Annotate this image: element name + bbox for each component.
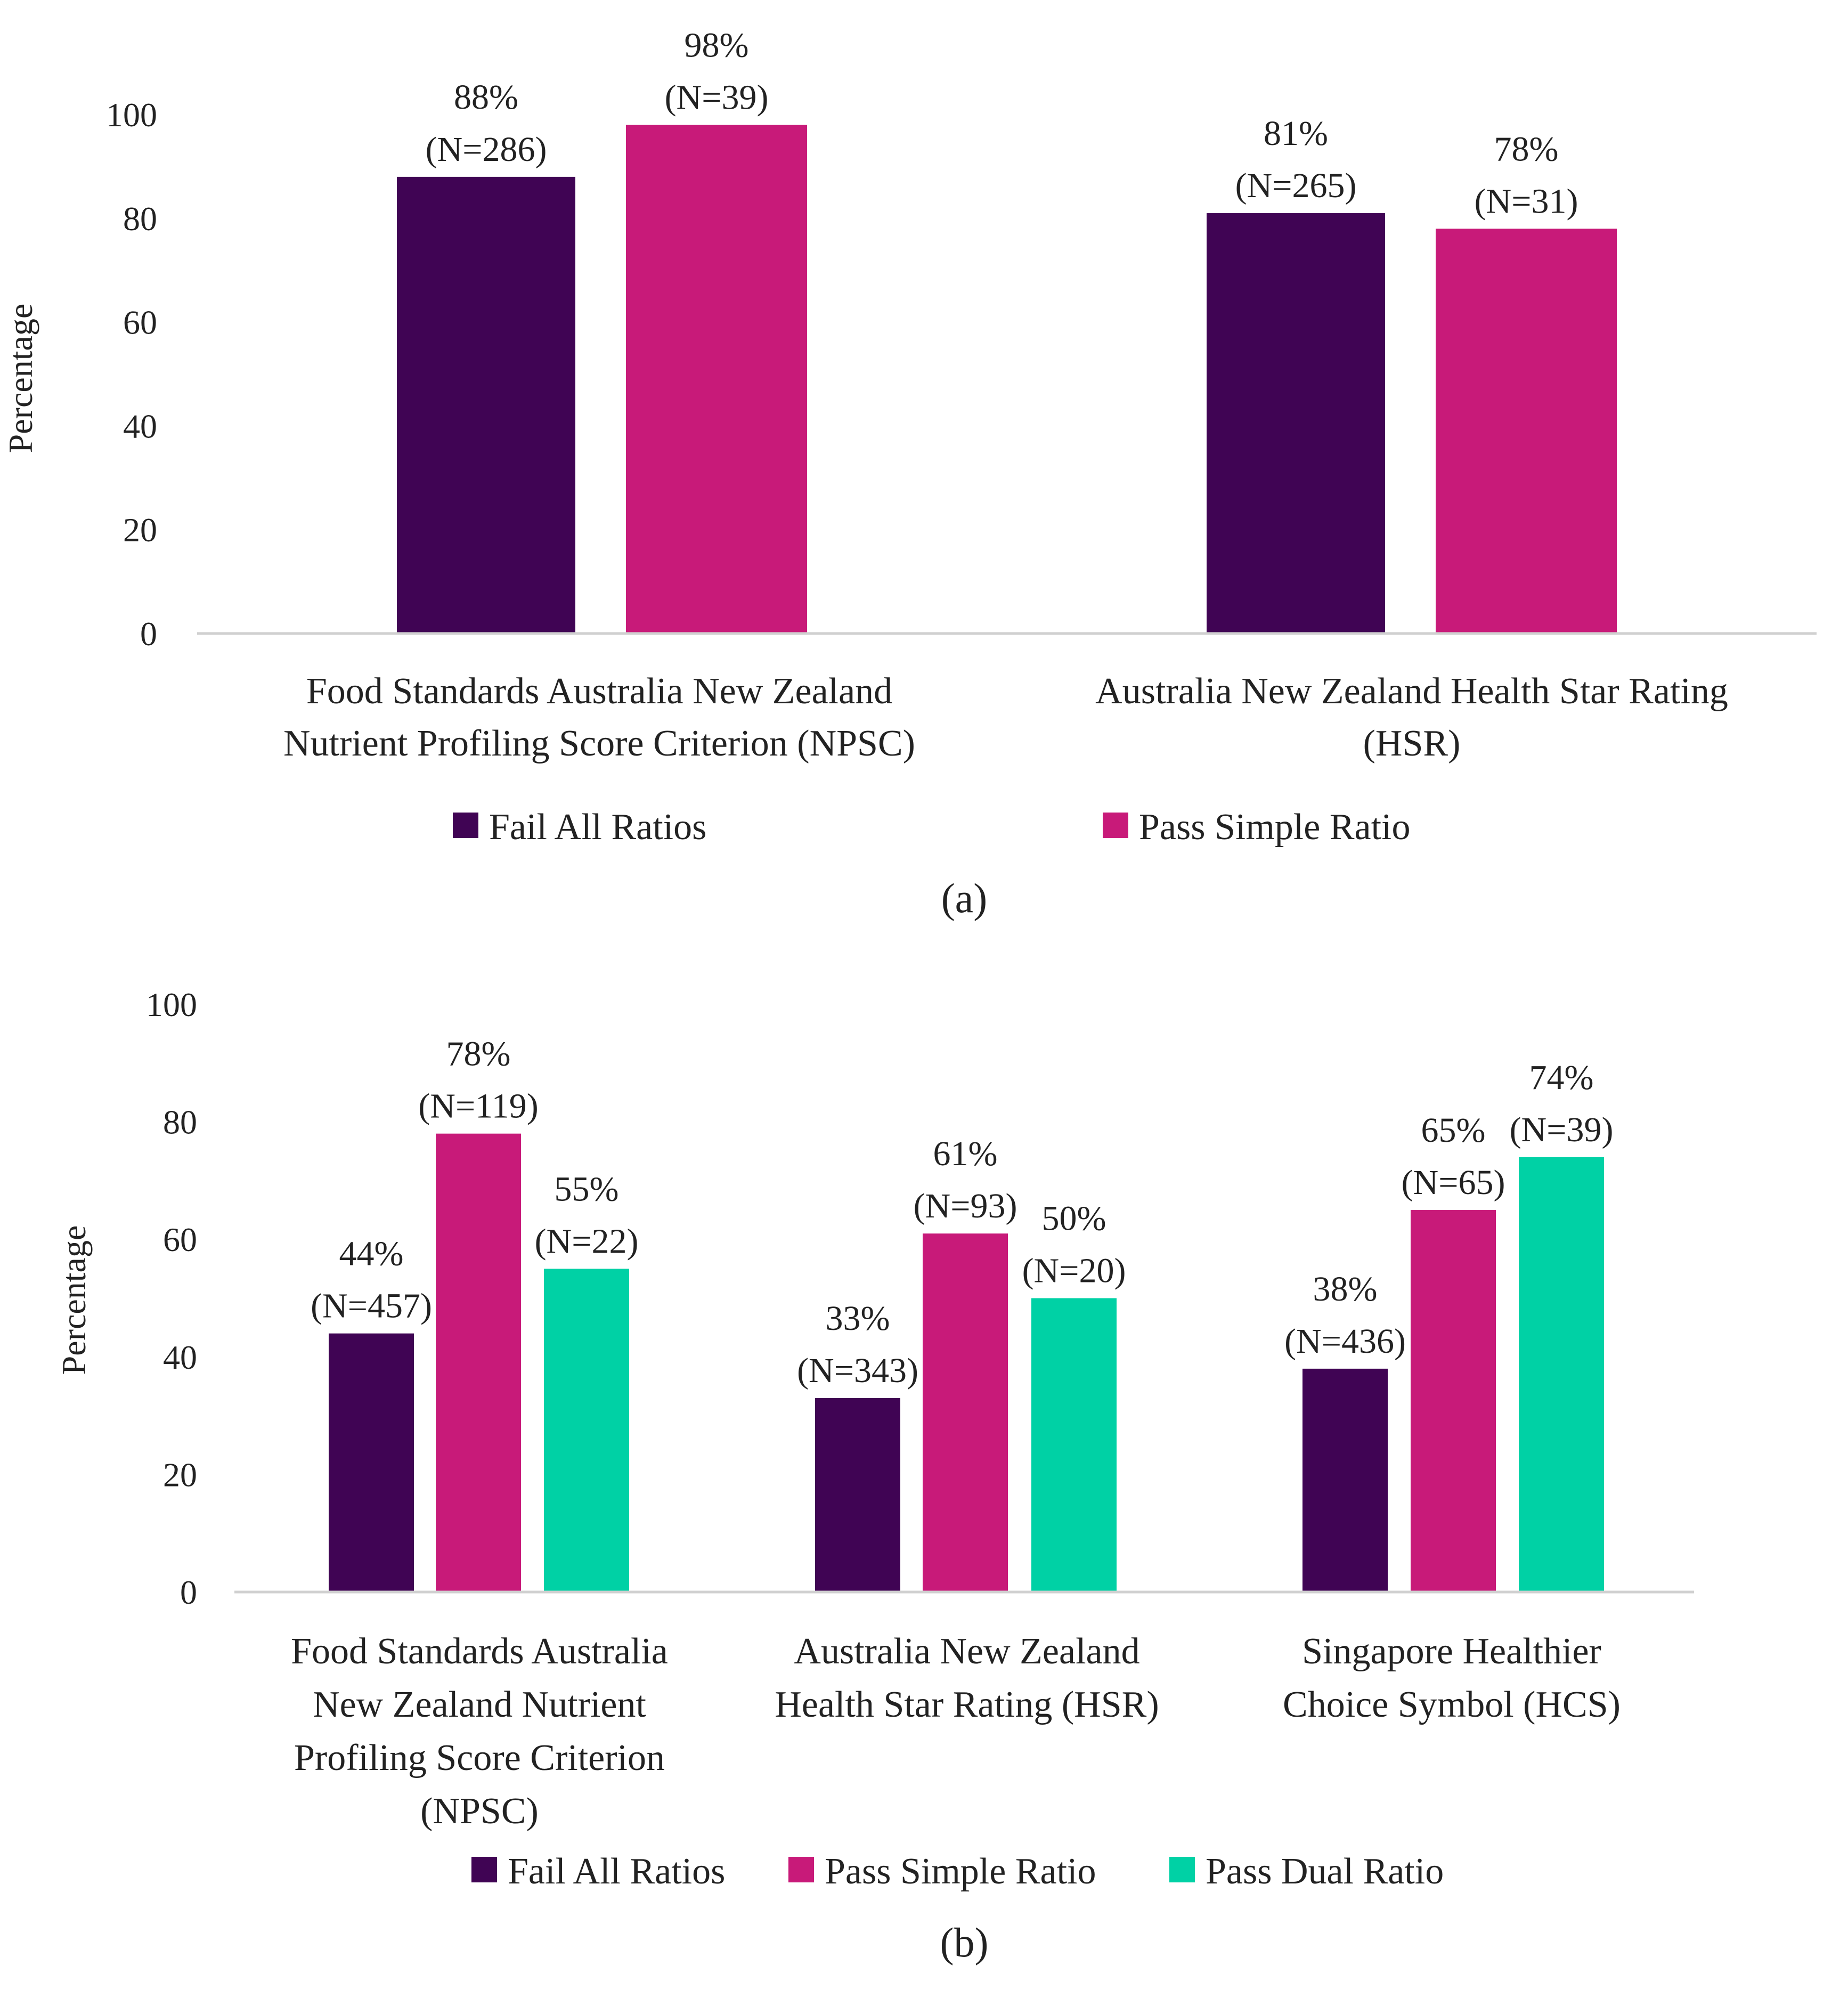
- data-label-count: (N=22): [535, 1222, 639, 1261]
- y-tick-label: 60: [163, 1221, 197, 1258]
- category-label: Food Standards Australia: [291, 1631, 668, 1672]
- bar-pass-simple-ratio: [1411, 1210, 1496, 1592]
- bar-pass-simple-ratio: [923, 1233, 1008, 1592]
- data-label-percent: 78%: [1494, 129, 1559, 168]
- bar-fail-all-ratios: [1207, 213, 1385, 634]
- category-label: (NPSC): [420, 1791, 539, 1832]
- y-tick-label: 80: [123, 200, 157, 238]
- category-label: Australia New Zealand: [794, 1631, 1139, 1672]
- data-label-percent: 81%: [1264, 114, 1328, 153]
- y-axis-label: Percentage: [2, 304, 39, 453]
- bar-fail-all-ratios: [329, 1333, 414, 1592]
- data-label-count: (N=39): [665, 78, 769, 117]
- bar-fail-all-ratios: [815, 1398, 900, 1592]
- category-label: (HSR): [1363, 723, 1461, 764]
- data-label-percent: 44%: [339, 1235, 404, 1273]
- data-label-count: (N=65): [1402, 1163, 1505, 1202]
- category-label: Profiling Score Criterion: [294, 1737, 665, 1778]
- data-label-count: (N=119): [418, 1087, 538, 1126]
- data-label-count: (N=93): [914, 1187, 1017, 1225]
- chart-panel-a: 0 20 40 60 80 100 Percentage 88% (N=286) 81% (N=26…: [2, 26, 1817, 921]
- data-label-percent: 61%: [933, 1134, 998, 1173]
- y-tick-label: 20: [163, 1456, 197, 1493]
- legend-swatch: [1169, 1857, 1195, 1882]
- y-tick-label: 0: [180, 1573, 197, 1611]
- y-tick-label: 20: [123, 511, 157, 549]
- legend-label: Pass Dual Ratio: [1206, 1851, 1444, 1892]
- legend-swatch: [453, 813, 478, 838]
- category-label: Australia New Zealand Health Star Rating: [1095, 671, 1728, 712]
- legend-label: Pass Simple Ratio: [825, 1851, 1096, 1892]
- data-label-count: (N=39): [1510, 1110, 1614, 1149]
- y-axis-label: Percentage: [55, 1225, 93, 1375]
- category-label: Nutrient Profiling Score Criterion (NPSC…: [283, 723, 915, 764]
- legend-swatch: [788, 1857, 814, 1882]
- data-label-percent: 78%: [446, 1035, 511, 1074]
- data-label-percent: 50%: [1042, 1199, 1106, 1238]
- y-tick-label: 100: [106, 96, 157, 134]
- data-label-percent: 33%: [826, 1299, 890, 1338]
- data-label-percent: 74%: [1529, 1058, 1594, 1097]
- data-label-percent: 55%: [555, 1170, 619, 1208]
- legend-swatch: [1103, 813, 1128, 838]
- data-label-count: (N=20): [1022, 1252, 1126, 1290]
- legend-swatch: [471, 1857, 497, 1882]
- bar-pass-dual-ratio: [1519, 1157, 1604, 1592]
- panel-label: (b): [940, 1919, 989, 1966]
- bar-fail-all-ratios: [397, 176, 575, 634]
- data-label-count: (N=265): [1235, 166, 1357, 205]
- y-tick-label: 100: [146, 986, 197, 1024]
- data-label-count: (N=436): [1284, 1322, 1406, 1361]
- data-label-count: (N=286): [426, 130, 547, 169]
- bar-pass-dual-ratio: [1031, 1298, 1117, 1592]
- data-label-percent: 38%: [1313, 1270, 1378, 1309]
- legend-label: Fail All Ratios: [508, 1851, 725, 1892]
- data-label-percent: 88%: [454, 78, 518, 117]
- data-label-percent: 65%: [1421, 1111, 1486, 1150]
- bar-pass-simple-ratio: [1436, 229, 1617, 634]
- panel-label: (a): [941, 875, 988, 921]
- bar-pass-simple-ratio: [436, 1133, 521, 1592]
- category-label: Singapore Healthier: [1302, 1631, 1601, 1672]
- legend-label: Fail All Ratios: [489, 807, 706, 848]
- bar-pass-simple-ratio: [626, 125, 807, 634]
- y-tick-label: 40: [123, 407, 157, 445]
- category-label: Choice Symbol (HCS): [1283, 1684, 1621, 1725]
- data-label-percent: 98%: [685, 26, 749, 64]
- bar-pass-dual-ratio: [544, 1269, 629, 1592]
- category-label: Food Standards Australia New Zealand: [306, 671, 892, 712]
- bar-fail-all-ratios: [1302, 1368, 1388, 1592]
- y-tick-label: 60: [123, 304, 157, 342]
- data-label-count: (N=343): [797, 1351, 918, 1390]
- y-tick-label: 40: [163, 1338, 197, 1376]
- y-tick-label: 80: [163, 1103, 197, 1141]
- chart-panel-b: 0 20 40 60 80 100 Percentage 44% (N=457) 33% (N=34…: [55, 986, 1694, 1966]
- category-label: New Zealand Nutrient: [313, 1684, 646, 1725]
- data-label-count: (N=457): [311, 1287, 432, 1326]
- legend-label: Pass Simple Ratio: [1139, 807, 1410, 848]
- data-label-count: (N=31): [1475, 182, 1578, 221]
- y-tick-label: 0: [140, 615, 157, 653]
- category-label: Health Star Rating (HSR): [775, 1684, 1159, 1725]
